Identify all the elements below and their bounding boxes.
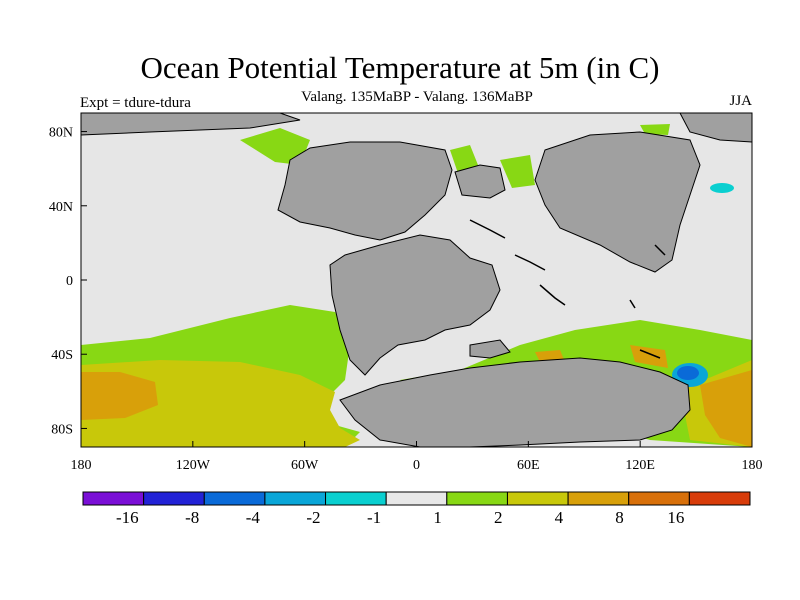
- land-south-america-africa: [329, 234, 501, 376]
- colorbar-swatch: [385, 491, 448, 506]
- latitude-axis: 80N 40N 0 40S 80S: [49, 126, 87, 437]
- land-antarctica-australia: [339, 357, 691, 447]
- longitude-axis: 180 120W 60W 0 60E 120E 180: [71, 441, 763, 473]
- land-arctic-strip: [81, 113, 301, 136]
- anomaly-arctic-green-3: [640, 124, 670, 135]
- land-europe: [454, 164, 506, 199]
- lon-tick-label: 180: [742, 458, 763, 473]
- anomaly-blue-south-indian: [677, 366, 699, 380]
- lat-tick-label: 0: [66, 274, 73, 289]
- island-chain-5: [654, 244, 666, 256]
- lon-tick-label: 120E: [625, 458, 655, 473]
- colorbar-swatch: [203, 491, 266, 506]
- island-chain-1: [514, 254, 546, 271]
- island-chain-4: [639, 349, 661, 359]
- anomaly-negative-regions: [672, 183, 734, 387]
- map-subtitle: Valang. 135MaBP - Valang. 136MaBP: [301, 89, 533, 105]
- lat-tick-label: 40N: [49, 200, 73, 215]
- landmasses: [81, 113, 752, 447]
- colorbar-swatch: [506, 491, 569, 506]
- island-outlines: [469, 219, 666, 359]
- anomaly-arctic-green-1: [240, 128, 310, 165]
- experiment-label: Expt = tdure-tdura: [80, 95, 191, 111]
- colorbar-label: -16: [116, 508, 139, 527]
- land-eurasia: [534, 131, 701, 273]
- colorbar-label: -8: [185, 508, 199, 527]
- anomaly-southwest-pacific-orange: [81, 372, 158, 420]
- colorbar-swatch: [325, 491, 387, 506]
- island-chain-6: [469, 219, 506, 239]
- colorbar-label: 8: [615, 508, 624, 527]
- land-north-america: [277, 141, 453, 241]
- colorbar-label: 16: [667, 508, 684, 527]
- anomaly-cyan-north-pacific: [710, 183, 734, 193]
- lat-tick-label: 80N: [49, 126, 73, 141]
- land-arctic-strip-east: [679, 113, 752, 143]
- colorbar-swatch: [264, 491, 327, 506]
- lon-tick-label: 60E: [517, 458, 540, 473]
- map-title: Ocean Potential Temperature at 5m (in C): [140, 50, 660, 85]
- lon-tick-label: 60W: [291, 458, 319, 473]
- season-label: JJA: [729, 93, 752, 109]
- colorbar-swatch: [82, 491, 145, 506]
- colorbar-label: -4: [246, 508, 261, 527]
- colorbar-swatch: [143, 491, 205, 506]
- island-chain-3: [629, 299, 636, 309]
- lat-tick-label: 40S: [51, 348, 73, 363]
- land-india: [469, 339, 511, 359]
- colorbar-label: 2: [494, 508, 503, 527]
- anomaly-southeast-orange: [700, 370, 752, 447]
- lon-tick-label: 0: [413, 458, 420, 473]
- anomaly-south-indian-orange: [630, 345, 668, 368]
- anomaly-tethys-green: [500, 155, 535, 188]
- lon-tick-label: 120W: [176, 458, 211, 473]
- colorbar-label: -2: [306, 508, 320, 527]
- colorbar-label: -1: [367, 508, 381, 527]
- colorbar-label: 4: [555, 508, 564, 527]
- map-plot: [81, 113, 752, 447]
- colorbar-swatch: [628, 491, 690, 506]
- colorbar-swatch: [688, 491, 751, 506]
- colorbar: -16 -8 -4 -2 -1 1 2 4 8 16: [82, 491, 751, 527]
- lat-tick-label: 80S: [51, 422, 73, 437]
- lon-tick-label: 180: [71, 458, 92, 473]
- island-chain-2: [539, 284, 566, 306]
- colorbar-swatch: [567, 491, 630, 506]
- colorbar-label: 1: [433, 508, 442, 527]
- colorbar-swatch: [446, 491, 508, 506]
